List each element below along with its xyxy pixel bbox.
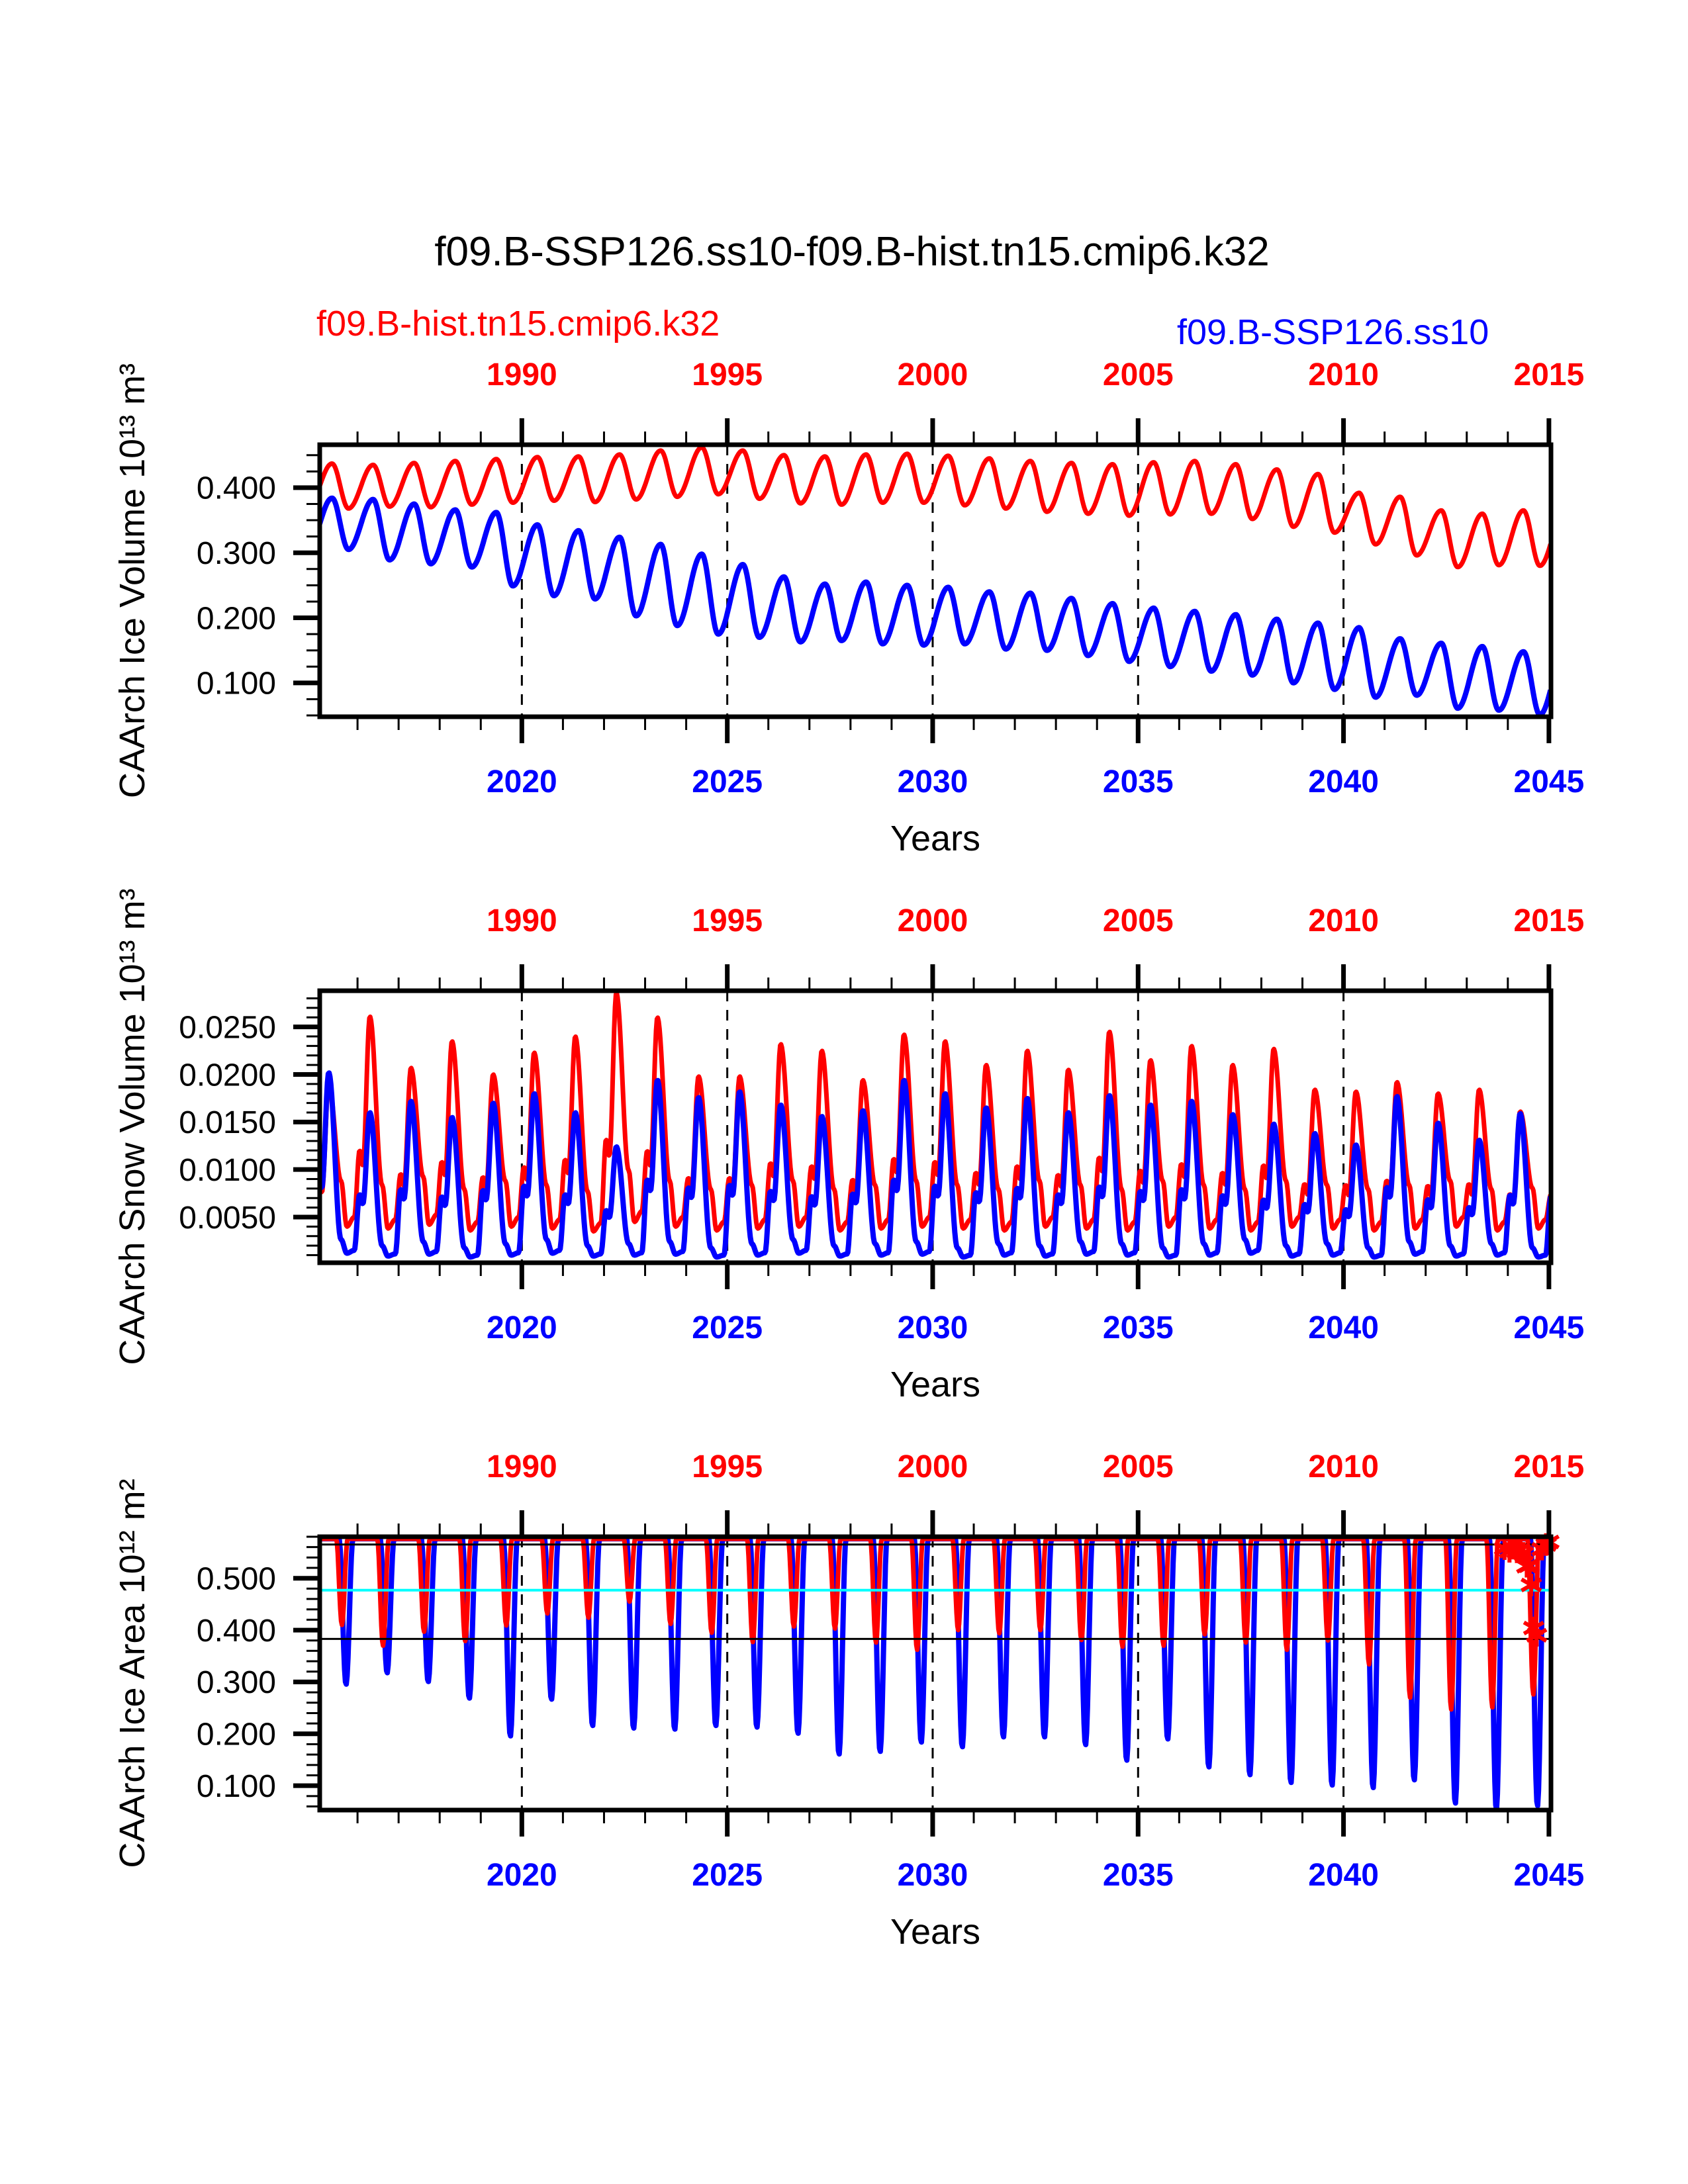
red-year-label: 2015 (1514, 903, 1585, 938)
red-year-label: 2010 (1308, 357, 1379, 392)
panel-frame (317, 442, 1554, 719)
y-axis-title: CAArch Snow Volume 10¹³ m³ (113, 888, 152, 1365)
red-year-label: 1995 (692, 1449, 763, 1484)
red-year-label: 2005 (1103, 357, 1174, 392)
x-axis-title: Years (890, 1912, 980, 1952)
panel-0: 0.100 0.200 0.300 0.400 1990 2020 1995 2025 2000… (113, 357, 1584, 858)
y-tick-label: 0.500 (197, 1561, 276, 1596)
y-tick-label: 0.400 (197, 471, 276, 506)
asterisk-marker (1526, 1627, 1548, 1643)
y-axis-title: CAArch Ice Area 10¹² m² (113, 1479, 152, 1868)
series-ssp (320, 1070, 1551, 1260)
chart-title: f09.B-SSP126.ss10-f09.B-hist.tn15.cmip6.… (434, 229, 1270, 275)
blue-year-label: 2020 (487, 1858, 557, 1893)
blue-year-label: 2035 (1103, 764, 1174, 799)
blue-year-label: 2035 (1103, 1858, 1174, 1893)
y-tick-label: 0.100 (197, 1769, 276, 1804)
panel-frame (317, 988, 1554, 1265)
blue-year-label: 2045 (1514, 1310, 1585, 1345)
curves (320, 445, 1551, 717)
red-year-label: 2010 (1308, 1449, 1379, 1484)
y-tick-label: 0.0250 (179, 1010, 276, 1045)
y-tick-label: 0.400 (197, 1614, 276, 1649)
red-year-label: 2005 (1103, 1449, 1174, 1484)
blue-year-label: 2030 (898, 764, 968, 799)
red-year-label: 2000 (898, 1449, 968, 1484)
curves (320, 991, 1551, 1260)
x-axis-title: Years (890, 819, 980, 858)
y-axis-title: CAArch Ice Volume 10¹³ m³ (113, 363, 152, 798)
red-year-label: 2000 (898, 357, 968, 392)
blue-year-label: 2025 (692, 1858, 763, 1893)
x-axis-title: Years (890, 1365, 980, 1404)
panel-1: 0.0050 0.0100 0.0150 0.0200 0.0250 1990 2020 19… (113, 888, 1584, 1404)
curves (320, 1537, 1551, 1810)
y-tick-label: 0.300 (197, 1665, 276, 1700)
series-hist (320, 445, 1551, 570)
series-hist (320, 991, 1551, 1234)
red-year-label: 2000 (898, 903, 968, 938)
blue-year-label: 2040 (1308, 1310, 1379, 1345)
panel-2: 0.100 0.200 0.300 0.400 0.500 1990 2020 1995 202… (113, 1449, 1584, 1952)
y-tick-label: 0.0150 (179, 1105, 276, 1140)
blue-year-label: 2045 (1514, 1858, 1585, 1893)
y-tick-label: 0.200 (197, 1717, 276, 1752)
red-year-label: 2010 (1308, 903, 1379, 938)
y-tick-label: 0.0050 (179, 1201, 276, 1236)
red-year-label: 2015 (1514, 1449, 1585, 1484)
y-tick-label: 0.0200 (179, 1058, 276, 1093)
blue-year-label: 2035 (1103, 1310, 1174, 1345)
panel-frame (317, 1534, 1554, 1813)
legend-ssp-run: f09.B-SSP126.ss10 (1177, 312, 1489, 352)
y-tick-label: 0.100 (197, 666, 276, 702)
red-year-label: 1990 (487, 1449, 557, 1484)
blue-year-label: 2040 (1308, 764, 1379, 799)
series-ssp (320, 495, 1551, 717)
legend-hist-run: f09.B-hist.tn15.cmip6.k32 (316, 304, 720, 343)
red-year-label: 1995 (692, 903, 763, 938)
red-year-label: 2005 (1103, 903, 1174, 938)
red-year-label: 2015 (1514, 357, 1585, 392)
blue-year-label: 2025 (692, 1310, 763, 1345)
blue-year-label: 2030 (898, 1310, 968, 1345)
blue-year-label: 2030 (898, 1858, 968, 1893)
blue-year-label: 2040 (1308, 1858, 1379, 1893)
blue-year-label: 2020 (487, 764, 557, 799)
red-year-label: 1990 (487, 903, 557, 938)
red-year-label: 1995 (692, 357, 763, 392)
blue-year-label: 2020 (487, 1310, 557, 1345)
y-tick-label: 0.200 (197, 601, 276, 636)
asterisk-marker (1513, 1545, 1534, 1561)
asterisk-marker (1520, 1577, 1542, 1592)
red-year-label: 1990 (487, 357, 557, 392)
asterisk-marker (1518, 1558, 1540, 1573)
series-hist (320, 1537, 1551, 1712)
y-tick-label: 0.0100 (179, 1153, 276, 1188)
y-tick-label: 0.300 (197, 536, 276, 571)
blue-year-label: 2025 (692, 764, 763, 799)
blue-year-label: 2045 (1514, 764, 1585, 799)
